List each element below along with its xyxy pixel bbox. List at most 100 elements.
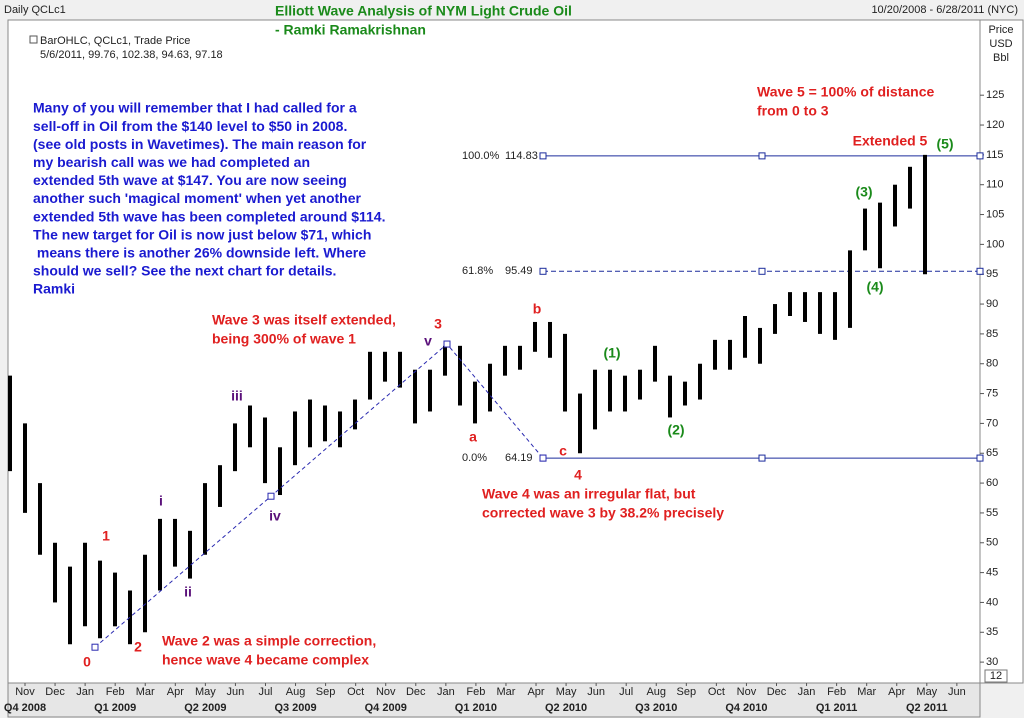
annotation-text: from 0 to 3 [757,103,829,119]
x-tick-label: Apr [527,686,544,698]
y-tick-label: 60 [986,477,998,489]
wave-label: (4) [866,279,883,295]
y-tick-label: 70 [986,417,998,429]
y-tick-label: 45 [986,567,998,579]
projection-handle [539,454,547,462]
x-tick-label: Nov [15,686,35,698]
annotation-text: another such 'magical moment' when yet a… [33,190,361,206]
wave-label: 3 [434,316,442,332]
fib-handle [758,267,766,275]
wave-label: 1 [102,528,110,544]
fib-value: 95.49 [505,265,533,277]
x-tick-label: Jan [437,686,455,698]
quarter-label: Q1 2011 [816,702,858,714]
annotation-text: means there is another 26% downside left… [33,245,366,261]
y-axis-title: Bbl [993,52,1009,64]
wave-label: a [469,429,477,445]
annotation-text: extended 5th wave has been completed aro… [33,208,385,224]
corner-box [984,669,1008,683]
annotation-text: Wave 2 was a simple correction, [162,633,376,649]
y-tick-label: 125 [986,89,1004,101]
wave-label: (1) [603,345,620,361]
fib-handle [976,267,984,275]
x-tick-label: May [195,686,216,698]
x-tick-label: Mar [136,686,155,698]
wave-label: v [424,333,432,349]
wave-label: c [559,443,567,459]
chart-title: Elliott Wave Analysis of NYM Light Crude… [275,3,572,19]
header-right: 10/20/2008 - 6/28/2011 (NYC) [871,4,1018,16]
x-tick-label: Mar [857,686,876,698]
annotation-text: being 300% of wave 1 [212,331,356,347]
wave-label: (5) [936,136,953,152]
annotation-text: Ramki [33,281,75,297]
x-tick-label: Jul [258,686,272,698]
fib-label: 0.0% [462,452,487,464]
wave-label: 2 [134,639,142,655]
y-tick-label: 100 [986,238,1004,250]
chart-subtitle: - Ramki Ramakrishnan [275,22,426,38]
x-tick-label: Feb [106,686,125,698]
x-tick-label: Apr [167,686,184,698]
x-tick-label: Oct [347,686,364,698]
wave-label: iv [269,508,281,524]
wave-label: ii [184,584,192,600]
x-tick-label: Apr [888,686,905,698]
fib-handle [976,454,984,462]
fib-value: 64.19 [505,452,533,464]
projection-handle [443,340,451,348]
y-tick-label: 65 [986,447,998,459]
header-left: Daily QCLc1 [4,4,66,16]
x-tick-label: Jun [948,686,966,698]
y-tick-label: 115 [986,149,1004,161]
fib-handle [539,152,547,160]
y-tick-label: 110 [986,179,1004,191]
x-tick-label: Dec [45,686,65,698]
annotation-text: Wave 5 = 100% of distance [757,84,934,100]
y-tick-label: 30 [986,656,998,668]
y-tick-label: 120 [986,119,1004,131]
x-tick-label: Jun [587,686,605,698]
projection-line [94,343,544,648]
wave-label: 0 [83,654,91,670]
fib-value: 114.83 [505,150,538,162]
wave-label: i [159,493,163,509]
x-tick-label: Jan [76,686,94,698]
y-tick-label: 90 [986,298,998,310]
wave-label: Extended 5 [853,133,928,149]
projection-handle [267,492,275,500]
fib-handle [758,152,766,160]
y-axis-title: Price [988,24,1013,36]
wave-label: 4 [574,467,582,483]
annotation-text: should we sell? See the next chart for d… [33,263,336,279]
quarter-label: Q2 2011 [906,702,948,714]
y-tick-label: 85 [986,328,998,340]
x-tick-label: Feb [466,686,485,698]
wave-label: b [533,301,542,317]
y-tick-label: 55 [986,507,998,519]
annotation-text: Wave 3 was itself extended, [212,312,396,328]
legend-line: BarOHLC, QCLc1, Trade Price [40,35,190,47]
x-tick-label: Jan [798,686,816,698]
annotation-text: hence wave 4 became complex [162,652,369,668]
y-tick-label: 35 [986,626,998,638]
x-tick-label: Sep [677,686,697,698]
annotation-text: The new target for Oil is now just below… [33,226,371,242]
y-tick-label: 75 [986,387,998,399]
wave-label: iii [231,388,243,404]
projection-handle [91,643,99,651]
fib-label: 100.0% [462,150,500,162]
legend-icon [29,35,38,44]
quarter-label: Q2 2009 [184,702,226,714]
y-tick-label: 50 [986,537,998,549]
fib-label: 61.8% [462,265,493,277]
x-tick-label: Nov [376,686,396,698]
y-axis-area [979,19,1024,684]
annotation-text: (see old posts in Wavetimes). The main r… [33,136,367,152]
plot-area [7,19,981,684]
annotation-text: Wave 4 was an irregular flat, but [482,486,696,502]
y-tick-label: 80 [986,358,998,370]
x-tick-label: Jun [227,686,245,698]
legend-line: 5/6/2011, 99.76, 102.38, 94.63, 97.18 [40,49,223,61]
